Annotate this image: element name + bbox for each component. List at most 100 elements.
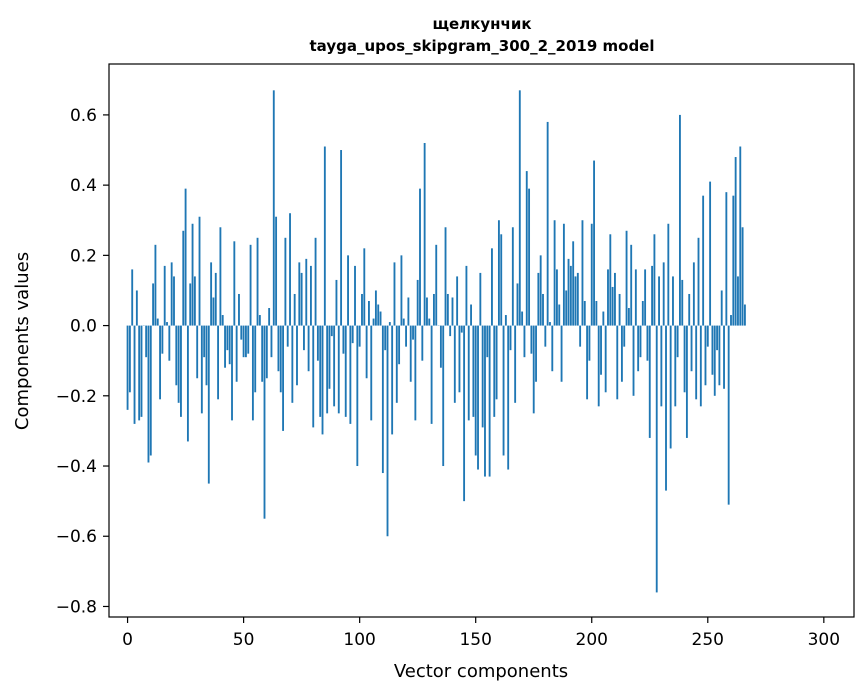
bar-51 bbox=[245, 325, 247, 358]
bar-126 bbox=[419, 188, 421, 326]
bar-219 bbox=[634, 269, 637, 326]
bar-213 bbox=[620, 325, 623, 382]
y-tick-label: −0.2 bbox=[56, 387, 97, 407]
bar-251 bbox=[709, 181, 712, 326]
bar-238 bbox=[679, 114, 681, 326]
bar-169 bbox=[518, 90, 521, 326]
bar-127 bbox=[421, 325, 424, 361]
bar-82 bbox=[316, 325, 319, 361]
y-axis-ticks: −0.8 −0.6 −0.4 −0.2 0.0 0.2 0.4 0.6 bbox=[56, 106, 109, 617]
bar-244 bbox=[692, 262, 695, 326]
bar-86 bbox=[326, 325, 329, 414]
bar-45 bbox=[231, 325, 233, 421]
bar-247 bbox=[699, 325, 702, 407]
bar-198 bbox=[586, 325, 589, 400]
bar-143 bbox=[458, 325, 461, 393]
bar-140 bbox=[451, 297, 454, 326]
x-tick-label: 200 bbox=[576, 630, 608, 650]
bar-201 bbox=[593, 160, 595, 326]
bar-153 bbox=[481, 325, 484, 428]
bar-89 bbox=[333, 325, 336, 407]
bar-214 bbox=[623, 325, 626, 347]
bar-184 bbox=[553, 220, 556, 326]
bar-96 bbox=[349, 325, 352, 424]
bar-200 bbox=[590, 223, 593, 326]
bar-81 bbox=[314, 237, 317, 326]
bar-88 bbox=[330, 325, 333, 337]
bar-77 bbox=[305, 258, 308, 326]
bar-50 bbox=[242, 325, 245, 358]
bar-15 bbox=[161, 325, 164, 354]
bar-151 bbox=[477, 325, 479, 470]
bar-70 bbox=[289, 213, 291, 326]
bar-258 bbox=[725, 192, 728, 326]
bar-12 bbox=[154, 244, 157, 326]
bar-226 bbox=[651, 265, 654, 326]
bar-9 bbox=[147, 325, 150, 463]
bar-243 bbox=[690, 325, 693, 372]
bar-146 bbox=[465, 265, 468, 326]
bar-166 bbox=[511, 227, 514, 326]
bar-129 bbox=[426, 297, 428, 326]
bar-74 bbox=[298, 262, 301, 326]
bar-104 bbox=[368, 301, 370, 326]
bar-18 bbox=[168, 325, 171, 361]
bar-138 bbox=[446, 293, 449, 326]
bar-75 bbox=[300, 272, 303, 326]
y-tick-label: −0.6 bbox=[56, 527, 97, 547]
bar-237 bbox=[676, 325, 679, 358]
bar-220 bbox=[637, 325, 640, 372]
bar-249 bbox=[704, 325, 707, 386]
bar-116 bbox=[395, 325, 398, 403]
bar-170 bbox=[521, 311, 524, 326]
bar-141 bbox=[453, 325, 456, 403]
bar-206 bbox=[604, 325, 607, 393]
bar-46 bbox=[233, 241, 236, 326]
bar-186 bbox=[558, 304, 561, 326]
bar-246 bbox=[697, 237, 700, 326]
bar-154 bbox=[484, 325, 486, 477]
bar-155 bbox=[486, 325, 489, 358]
bar-0 bbox=[126, 325, 129, 410]
bar-38 bbox=[214, 272, 217, 326]
bar-225 bbox=[648, 325, 651, 438]
y-tick-label: 0.4 bbox=[70, 176, 97, 196]
bar-236 bbox=[674, 325, 677, 407]
bar-180 bbox=[544, 325, 547, 347]
bar-156 bbox=[488, 325, 491, 477]
bar-90 bbox=[335, 279, 338, 326]
bar-73 bbox=[296, 325, 298, 386]
bar-157 bbox=[491, 248, 493, 326]
bar-130 bbox=[428, 318, 431, 326]
bar-179 bbox=[542, 293, 544, 326]
bar-76 bbox=[303, 325, 305, 351]
bar-131 bbox=[430, 325, 433, 424]
bar-158 bbox=[493, 325, 496, 417]
bar-212 bbox=[618, 293, 621, 326]
chart-subtitle: tayga_upos_skipgram_300_2_2019 model bbox=[310, 37, 655, 55]
bar-260 bbox=[730, 315, 732, 326]
bar-59 bbox=[263, 325, 266, 519]
bar-32 bbox=[200, 325, 203, 414]
bar-197 bbox=[583, 301, 586, 326]
bar-255 bbox=[718, 325, 721, 386]
bar-202 bbox=[595, 301, 598, 326]
bar-216 bbox=[627, 308, 630, 326]
bar-120 bbox=[405, 325, 407, 347]
bar-248 bbox=[702, 195, 705, 326]
bar-204 bbox=[600, 325, 602, 375]
bar-108 bbox=[377, 304, 380, 326]
bar-148 bbox=[470, 304, 472, 326]
bar-185 bbox=[556, 269, 558, 326]
bar-133 bbox=[435, 244, 438, 326]
x-tick-label: 0 bbox=[122, 630, 133, 650]
bar-160 bbox=[497, 220, 500, 326]
bar-207 bbox=[607, 269, 609, 326]
y-tick-label: 0.6 bbox=[70, 106, 97, 126]
bar-190 bbox=[567, 258, 570, 326]
bar-83 bbox=[319, 325, 322, 417]
bar-29 bbox=[193, 276, 196, 326]
bar-40 bbox=[219, 227, 222, 326]
bar-92 bbox=[340, 150, 343, 326]
plot-frame bbox=[108, 63, 855, 618]
